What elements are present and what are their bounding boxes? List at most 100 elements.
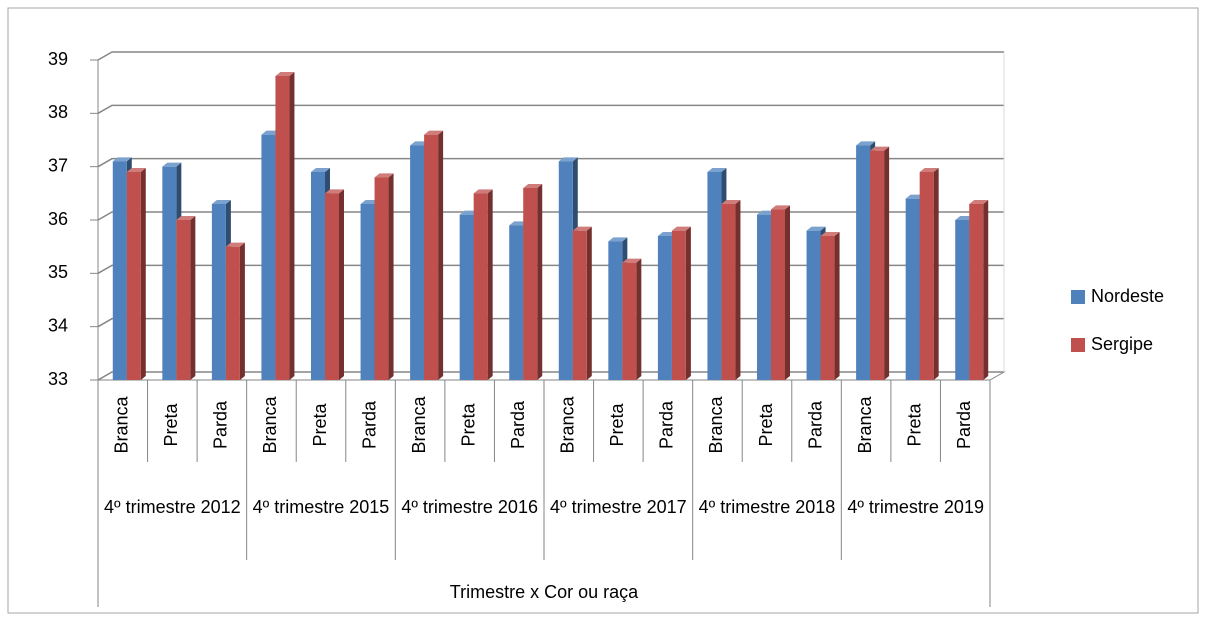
bar-front (919, 172, 934, 380)
bar-front (771, 209, 785, 380)
bar-top (176, 216, 196, 220)
chart-border (7, 7, 1199, 614)
bar-top (225, 242, 245, 247)
bar-side (388, 173, 394, 380)
bar-front (622, 262, 637, 380)
bar-front (162, 166, 177, 380)
x-tick-label: Branca (112, 396, 132, 454)
x-tick-label: Parda (211, 400, 231, 449)
x-tick-label: Parda (805, 400, 825, 449)
x-tick-label: Branca (409, 396, 429, 454)
bar-front (374, 177, 389, 380)
x-tick-label: Parda (954, 400, 974, 449)
bar-front (424, 134, 439, 380)
grid-line (97, 104, 1004, 114)
bar (523, 184, 543, 380)
bar-top (112, 157, 132, 162)
bar-side (884, 146, 890, 380)
bar-top (311, 168, 330, 172)
bar-top (671, 226, 691, 231)
bar-front (856, 145, 871, 380)
bar-top (126, 168, 146, 172)
group-label: 4º trimestre 2016 (401, 497, 538, 517)
bar-side (487, 189, 493, 380)
bar-front (969, 204, 984, 380)
bar (424, 130, 444, 380)
bar-front (558, 161, 573, 380)
x-tick-label: Parda (508, 400, 528, 449)
bar-top (162, 162, 182, 167)
x-tick-label: Preta (310, 403, 330, 447)
bar-front (905, 198, 920, 380)
bar (622, 258, 642, 380)
grid-line (97, 51, 1004, 61)
bar-top (523, 184, 543, 188)
group-label: 4º trimestre 2018 (698, 497, 836, 517)
bar-front (176, 220, 191, 380)
bar-side (339, 189, 344, 380)
bar-side (190, 216, 196, 380)
bar-top (771, 205, 790, 210)
x-tick-label: Branca (706, 396, 726, 454)
bar (325, 189, 344, 380)
bar-top (969, 200, 989, 204)
bar (671, 226, 691, 380)
y-tick-label: 36 (48, 209, 68, 229)
bar-side (735, 200, 741, 380)
bar-top (707, 168, 727, 172)
legend-label: Nordeste (1091, 286, 1164, 306)
bar-front (311, 172, 325, 380)
bar-top (870, 146, 890, 151)
y-tick-label: 37 (48, 155, 68, 175)
group-label: 4º trimestre 2019 (847, 497, 984, 517)
bar-side (834, 232, 840, 380)
bar-side (438, 130, 444, 380)
bar-top (919, 168, 939, 172)
bar-front (410, 145, 425, 380)
bar (820, 232, 840, 380)
bar (919, 168, 939, 380)
bar-front (325, 193, 339, 380)
x-tick-label: Preta (756, 403, 776, 447)
bar-top (325, 189, 344, 194)
x-axis-title: Trimestre x Cor ou raça (450, 582, 639, 602)
bar-front (955, 220, 970, 380)
bar-front (820, 236, 835, 380)
bar-front (870, 150, 885, 380)
bar (572, 226, 592, 380)
bar (275, 72, 295, 380)
grid-line (97, 157, 1004, 168)
bar-front (572, 230, 587, 380)
legend-swatch (1071, 290, 1085, 304)
bar-top (820, 232, 840, 236)
bar-front (509, 225, 524, 380)
x-tick-label: Parda (657, 400, 677, 449)
bar-side (685, 226, 691, 380)
bar (374, 173, 394, 380)
y-tick-label: 38 (48, 102, 68, 122)
x-tick-label: Preta (607, 403, 627, 447)
bar-front (261, 134, 276, 380)
y-tick-label: 34 (48, 315, 68, 335)
bar-front (473, 193, 488, 380)
bar (969, 200, 989, 380)
bar-side (785, 205, 790, 380)
bar-side (537, 184, 543, 380)
bar (870, 146, 890, 380)
x-tick-label: Preta (161, 403, 181, 447)
group-label: 4º trimestre 2015 (252, 497, 390, 517)
y-tick-label: 35 (48, 262, 68, 282)
bar (771, 205, 790, 380)
bar (225, 242, 245, 380)
bar-front (112, 161, 127, 380)
bar (721, 200, 741, 380)
bar-front (459, 214, 474, 380)
bar-front (806, 230, 821, 380)
bar-side (289, 72, 295, 380)
bar-front (671, 230, 686, 380)
legend-swatch (1071, 338, 1085, 352)
bar-side (586, 226, 592, 380)
y-tick-label: 39 (48, 49, 68, 69)
bar-front (126, 172, 141, 380)
